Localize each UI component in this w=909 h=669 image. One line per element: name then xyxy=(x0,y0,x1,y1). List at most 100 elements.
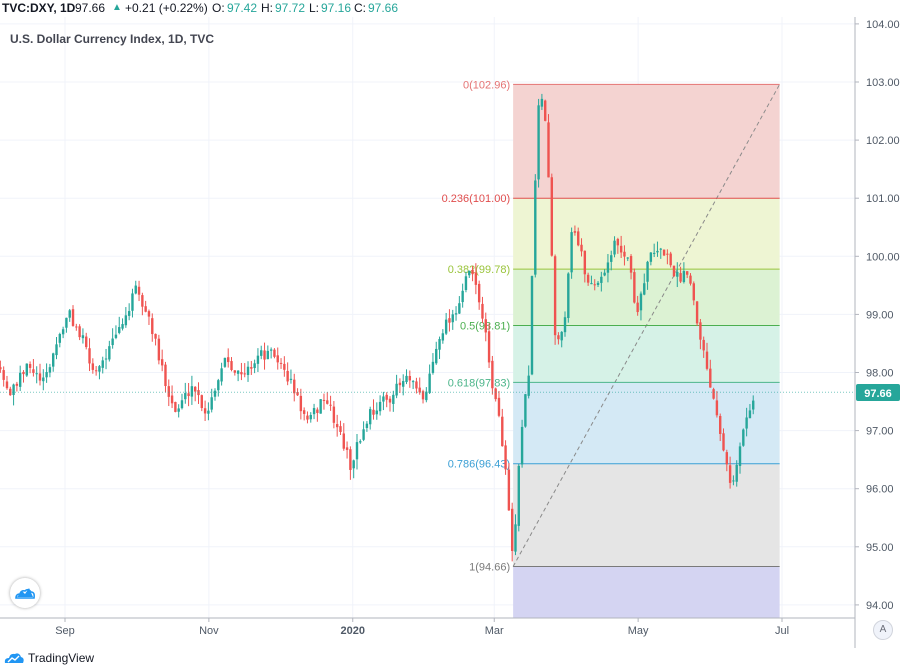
fib-level-label: 1(94.66) xyxy=(469,562,510,574)
candle-body xyxy=(402,381,405,387)
candle-body xyxy=(170,395,174,404)
candle-body xyxy=(679,273,682,282)
candle-body xyxy=(441,333,445,341)
candle-body xyxy=(715,400,719,416)
candle-body xyxy=(517,465,520,526)
time-tick-label: Mar xyxy=(485,625,504,637)
candle-body xyxy=(12,384,15,396)
auto-scale-button[interactable]: A xyxy=(873,620,893,640)
candle-body xyxy=(534,180,537,275)
price-tick-label: 104.00 xyxy=(866,19,900,31)
candle-body xyxy=(266,350,270,360)
close-label: C: xyxy=(354,1,366,15)
candle-body xyxy=(58,334,62,343)
candle-body xyxy=(190,386,194,397)
close-value: 97.66 xyxy=(368,1,399,15)
candle-body xyxy=(649,252,653,262)
candle-body xyxy=(359,441,362,443)
candle-body xyxy=(352,460,355,469)
price-tick-label: 96.00 xyxy=(866,484,894,496)
candle-body xyxy=(230,361,233,370)
candle-body xyxy=(283,363,286,370)
fib-zone xyxy=(513,566,780,618)
candle-body xyxy=(702,339,705,351)
candle-body xyxy=(619,245,623,253)
price-tick-label: 101.00 xyxy=(866,193,900,205)
candle-body xyxy=(537,105,540,180)
candle-body xyxy=(240,372,243,375)
candle-body xyxy=(174,401,177,412)
candle-body xyxy=(699,322,702,340)
candle-body xyxy=(68,310,71,318)
price-tick-label: 103.00 xyxy=(866,77,900,89)
candle-body xyxy=(94,370,98,372)
candle-body xyxy=(666,253,669,255)
candle-body xyxy=(368,409,372,425)
candle-body xyxy=(98,366,101,372)
chart-title: U.S. Dollar Currency Index, 1D, TVC xyxy=(10,32,215,46)
candle-body xyxy=(425,391,428,401)
candle-body xyxy=(61,329,65,335)
candle-body xyxy=(342,433,345,449)
candle-body xyxy=(606,262,610,273)
candle-body xyxy=(411,381,415,383)
tradingview-logo-button[interactable] xyxy=(10,578,40,608)
candle-body xyxy=(279,362,283,364)
candle-body xyxy=(570,232,573,273)
candle-body xyxy=(302,410,306,414)
candle-body xyxy=(676,271,679,277)
candle-body xyxy=(530,276,534,375)
candle-body xyxy=(246,366,250,375)
candle-body xyxy=(45,372,48,378)
candle-body xyxy=(147,311,151,317)
time-axis[interactable]: Sep Nov 2020 Mar May Jul xyxy=(55,618,789,637)
candle-body xyxy=(55,344,58,356)
candle-body xyxy=(395,383,398,396)
tradingview-brand[interactable]: TradingView xyxy=(28,651,95,665)
candle-body xyxy=(567,273,570,318)
symbol-label[interactable]: TVC:DXY, 1D xyxy=(2,1,76,15)
candle-body xyxy=(438,339,441,350)
candle-body xyxy=(735,464,738,482)
candle-body xyxy=(474,272,478,285)
candle-body xyxy=(362,429,365,440)
candle-body xyxy=(392,394,395,404)
candle-body xyxy=(408,375,412,381)
candle-body xyxy=(616,238,620,246)
candle-body xyxy=(124,315,128,326)
candle-body xyxy=(405,375,408,383)
candle-body xyxy=(709,368,712,388)
last-price-badge-text: 97.66 xyxy=(864,388,892,400)
candle-body xyxy=(263,350,266,360)
fibonacci-retracement[interactable]: 0(102.96)0.236(101.00)0.382(99.78)0.5(98… xyxy=(442,79,781,618)
candle-body xyxy=(276,355,279,363)
time-tick-label: Jul xyxy=(775,625,789,637)
price-axis[interactable]: 94.00 95.00 96.00 97.00 98.00 99.00 100.00 101.… xyxy=(855,19,900,612)
candle-body xyxy=(600,276,603,283)
candle-body xyxy=(243,373,246,375)
candle-body xyxy=(210,397,213,410)
candle-body xyxy=(372,409,375,415)
price-chart[interactable]: 0(102.96)0.236(101.00)0.382(99.78)0.5(98… xyxy=(0,17,909,648)
candle-body xyxy=(448,318,451,323)
candle-body xyxy=(9,388,12,396)
candle-body xyxy=(184,393,187,400)
candle-body xyxy=(118,327,121,333)
candle-body xyxy=(646,261,649,282)
candle-body xyxy=(18,372,22,387)
fib-zone xyxy=(513,463,780,567)
candle-body xyxy=(719,415,722,434)
candle-body xyxy=(745,417,748,429)
candle-body xyxy=(160,359,164,366)
candle-body xyxy=(418,387,421,393)
candle-body xyxy=(639,293,643,311)
candle-body xyxy=(65,317,68,328)
candle-body xyxy=(114,334,118,338)
cloud-logo-icon xyxy=(15,588,35,599)
candle-body xyxy=(514,524,517,552)
fib-zone xyxy=(513,84,780,199)
candle-body xyxy=(88,348,91,364)
candle-body xyxy=(71,309,75,326)
last-price-badge: 97.66 xyxy=(856,384,900,401)
candle-body xyxy=(193,386,197,392)
